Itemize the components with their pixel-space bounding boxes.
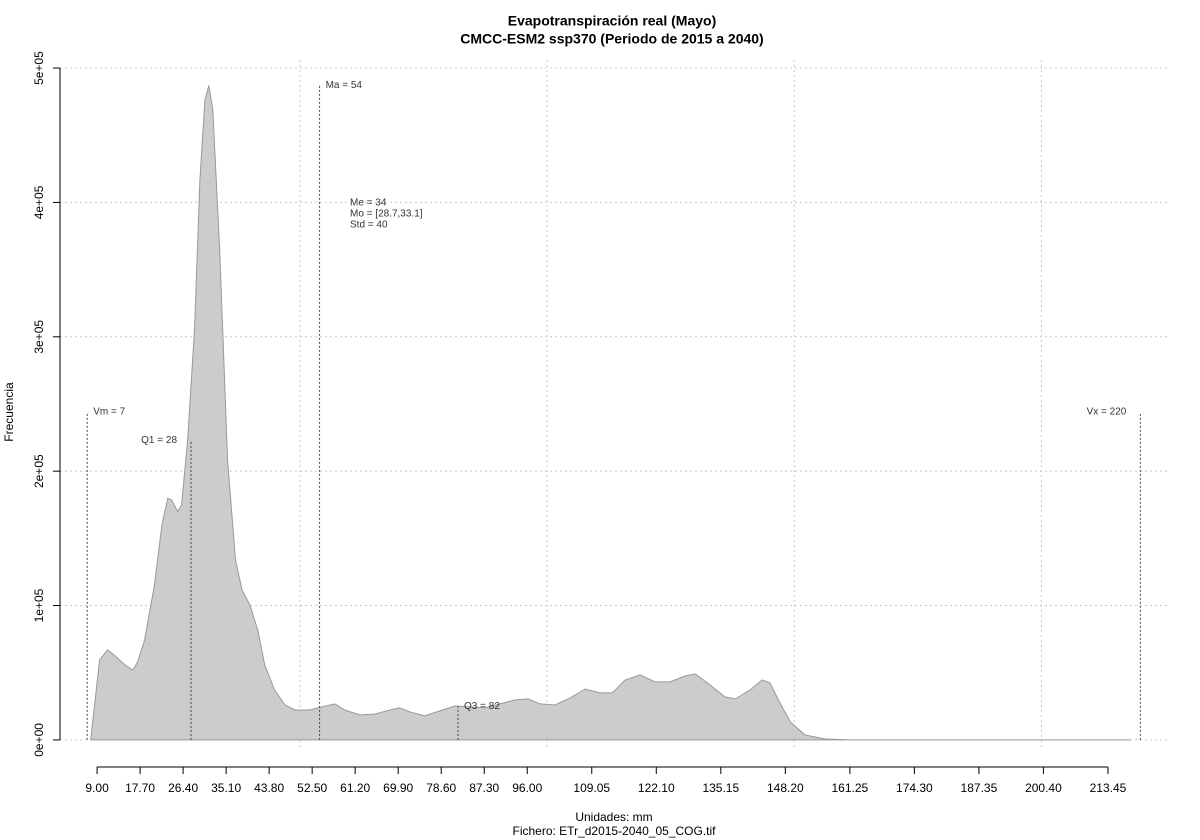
y-tick-label: 0e+00 — [32, 723, 46, 757]
y-tick-label: 4e+05 — [32, 185, 46, 219]
x-tick-label: 161.25 — [832, 781, 869, 795]
chart-subtitle: CMCC-ESM2 ssp370 (Periodo de 2015 a 2040… — [460, 31, 763, 47]
x-tick-label: 87.30 — [469, 781, 499, 795]
x-tick-label: 61.20 — [340, 781, 370, 795]
x-tick-label: 35.10 — [211, 781, 241, 795]
y-axis-label: Frecuencia — [2, 382, 16, 442]
x-tick-label: 148.20 — [767, 781, 804, 795]
y-tick-label: 1e+05 — [32, 588, 46, 622]
x-tick-label: 109.05 — [573, 781, 610, 795]
stat-label: Me = 34 — [350, 198, 387, 209]
marker-label: Q3 = 82 — [464, 701, 500, 712]
x-tick-label: 26.40 — [168, 781, 198, 795]
y-tick-label: 3e+05 — [32, 320, 46, 354]
x-tick-label: 200.40 — [1025, 781, 1062, 795]
y-tick-label: 5e+05 — [32, 51, 46, 85]
x-tick-label: 17.70 — [125, 781, 155, 795]
x-tick-label: 213.45 — [1090, 781, 1127, 795]
stat-label: Mo = [28.7,33.1] — [350, 209, 423, 220]
x-tick-label: 187.35 — [961, 781, 998, 795]
x-tick-label: 174.30 — [896, 781, 933, 795]
marker-label: Ma = 54 — [326, 80, 363, 91]
x-tick-label: 78.60 — [426, 781, 456, 795]
x-axis-label: Unidades: mm — [575, 810, 652, 824]
x-tick-label: 52.50 — [297, 781, 327, 795]
x-tick-label: 69.90 — [383, 781, 413, 795]
chart-title: Evapotranspiración real (Mayo) — [508, 13, 717, 29]
x-tick-label: 43.80 — [254, 781, 284, 795]
marker-label: Q1 = 28 — [141, 435, 177, 446]
caption: Fichero: ETr_d2015-2040_05_COG.tif — [513, 824, 717, 838]
x-tick-label: 135.15 — [702, 781, 739, 795]
x-tick-label: 9.00 — [85, 781, 109, 795]
marker-label: Vx = 220 — [1087, 407, 1127, 418]
stat-label: Std = 40 — [350, 220, 388, 231]
x-tick-label: 122.10 — [638, 781, 675, 795]
y-tick-label: 2e+05 — [32, 454, 46, 488]
marker-label: Vm = 7 — [93, 407, 125, 418]
density-area — [90, 85, 1131, 741]
x-tick-label: 96.00 — [512, 781, 542, 795]
